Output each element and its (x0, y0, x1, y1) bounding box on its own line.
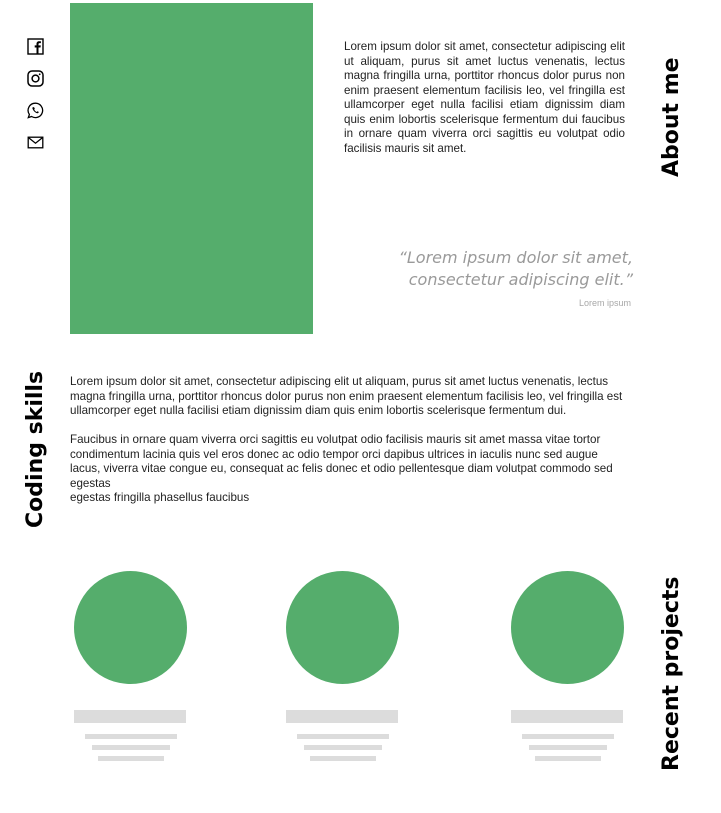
instagram-icon[interactable] (27, 70, 44, 87)
project-text-placeholder (309, 756, 376, 761)
project-text-placeholder (528, 745, 607, 750)
recent-projects-heading: Recent projects (659, 576, 684, 772)
about-me-text: Lorem ipsum dolor sit amet, consectetur … (344, 40, 625, 155)
whatsapp-icon[interactable] (27, 102, 44, 119)
social-links (27, 38, 45, 166)
project-text-placeholder (97, 756, 164, 761)
coding-paragraph-2: Faucibus in ornare quam viverra orci sag… (70, 433, 613, 490)
project-title-placeholder (511, 710, 623, 723)
project-title-placeholder (286, 710, 398, 723)
project-image-placeholder (286, 571, 399, 684)
profile-image-placeholder (70, 3, 313, 334)
quote-author: Lorem ipsum (578, 298, 631, 308)
project-text-placeholder (84, 734, 177, 739)
project-card[interactable] (511, 571, 624, 761)
quote-line-1: “Lorem ipsum dolor sit amet, (398, 248, 633, 267)
coding-skills-text: Lorem ipsum dolor sit amet, consectetur … (70, 375, 625, 506)
project-text-placeholder (296, 734, 389, 739)
project-image-placeholder (511, 571, 624, 684)
mail-icon[interactable] (27, 134, 44, 151)
coding-skills-heading: Coding skills (23, 370, 48, 528)
quote-line-2: consectetur adipiscing elit.” (408, 270, 633, 289)
project-card[interactable] (74, 571, 187, 761)
coding-paragraph-3: egestas fringilla phasellus faucibus (70, 491, 250, 504)
project-image-placeholder (74, 571, 187, 684)
about-quote: “Lorem ipsum dolor sit amet, consectetur… (355, 247, 633, 291)
project-text-placeholder (91, 745, 170, 750)
facebook-icon[interactable] (27, 38, 44, 55)
project-text-placeholder (303, 745, 382, 750)
project-card[interactable] (286, 571, 399, 761)
project-text-placeholder (521, 734, 614, 739)
project-text-placeholder (534, 756, 601, 761)
project-title-placeholder (74, 710, 186, 723)
coding-paragraph-1: Lorem ipsum dolor sit amet, consectetur … (70, 375, 623, 417)
about-me-heading: About me (659, 57, 684, 177)
